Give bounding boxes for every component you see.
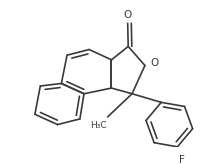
Text: F: F — [179, 155, 185, 164]
Text: O: O — [151, 58, 159, 68]
Text: H₃C: H₃C — [90, 122, 106, 131]
Text: O: O — [124, 10, 132, 20]
